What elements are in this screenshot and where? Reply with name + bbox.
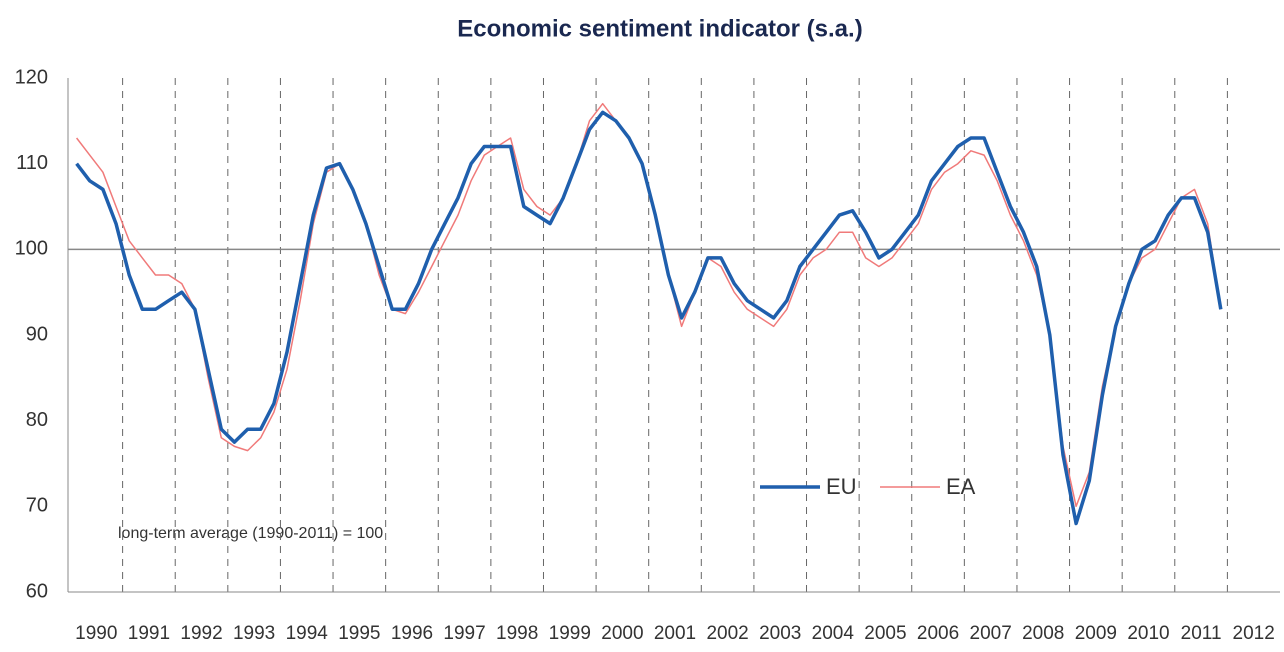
x-tick-label: 2012 (1233, 623, 1275, 644)
annotation: long-term average (1990-2011) = 100 (118, 525, 383, 542)
x-tick-label: 2000 (601, 623, 643, 644)
legend-label: EA (946, 474, 976, 499)
x-tick-label: 2002 (706, 623, 748, 644)
x-tick-label: 1991 (128, 623, 170, 644)
x-tick-label: 1999 (549, 623, 591, 644)
x-tick-label: 2001 (654, 623, 696, 644)
y-tick-label: 80 (26, 409, 48, 431)
x-tick-label: 2006 (917, 623, 959, 644)
x-tick-label: 1996 (391, 623, 433, 644)
chart-title: Economic sentiment indicator (s.a.) (457, 15, 862, 42)
x-tick-label: 2010 (1127, 623, 1169, 644)
x-tick-label: 2003 (759, 623, 801, 644)
y-tick-label: 90 (26, 323, 48, 345)
y-tick-label: 120 (15, 66, 48, 88)
x-tick-label: 1994 (286, 623, 329, 644)
x-tick-label: 2007 (970, 623, 1012, 644)
x-tick-label: 2005 (864, 623, 906, 644)
x-tick-label: 2011 (1181, 623, 1222, 644)
x-tick-label: 2009 (1075, 623, 1117, 644)
x-tick-label: 2008 (1022, 623, 1064, 644)
legend-label: EU (826, 474, 857, 499)
x-tick-label: 1998 (496, 623, 538, 644)
series-line (75, 110, 1223, 526)
x-tick-label: 2004 (812, 623, 855, 644)
y-tick-label: 100 (15, 238, 48, 260)
y-tick-label: 110 (16, 152, 48, 174)
x-tick-label: 1995 (338, 623, 380, 644)
x-tick-label: 1990 (75, 623, 117, 644)
x-tick-label: 1993 (233, 623, 275, 644)
y-tick-label: 70 (26, 495, 48, 517)
x-tick-label: 1997 (443, 623, 485, 644)
y-tick-label: 60 (26, 580, 48, 602)
x-tick-label: 1992 (180, 623, 222, 644)
